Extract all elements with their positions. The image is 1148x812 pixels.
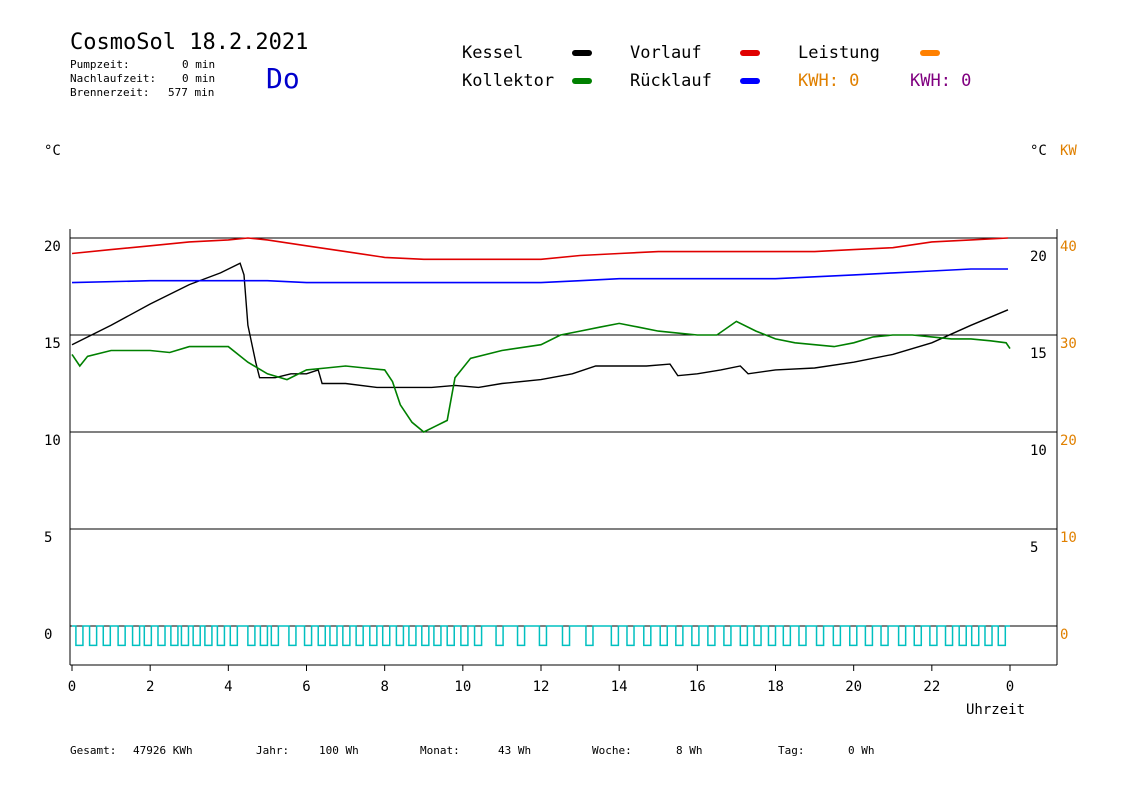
x-tick-6: 12 [533,679,550,695]
legend-vorlauf-label: Vorlauf [630,43,702,63]
y-tick-left-0: 0 [44,627,52,643]
y-tick-right-10: 10 [1030,443,1047,459]
y-tick-kw-30: 30 [1060,336,1077,352]
pump-activity-series [72,625,1010,647]
y-tick-right-5: 5 [1030,540,1038,556]
footer-monat-value: 43 Wh [498,744,532,757]
series-ruecklauf [71,268,1008,284]
y-tick-kw-40: 40 [1060,239,1077,255]
series-vorlauf [71,237,1009,261]
y-tick-right-15: 15 [1030,346,1047,362]
y-tick-kw-20: 20 [1060,433,1077,449]
stat-pumpzeit-label: Pumpzeit: [70,58,130,71]
footer-gesamt-value: 47926 KWh [133,744,193,757]
footer-gesamt-label: Gesamt: [70,744,117,757]
legend-kessel-swatch [572,50,592,56]
x-tick-7: 14 [611,679,628,695]
x-tick-11: 22 [923,679,940,695]
stat-nachlaufzeit-value: 0 min [182,72,216,85]
stat-nachlaufzeit-label: Nachlaufzeit: [70,72,157,85]
legend-leistung-swatch [920,50,940,56]
y-tick-left-15: 15 [44,336,61,352]
right-axis-unit-kw: KW [1060,143,1077,159]
x-tick-12: 0 [1006,679,1014,695]
y-tick-left-10: 10 [44,433,61,449]
x-tick-4: 8 [380,679,388,695]
chart-title: CosmoSol 18.2.2021 [70,30,309,55]
weekday-label: Do [266,62,300,95]
x-tick-1: 2 [146,679,154,695]
y-tick-kw-10: 10 [1060,530,1077,546]
legend-ruecklauf-swatch [740,78,760,84]
series-kollektor [71,320,1011,433]
legend-vorlauf-swatch [740,50,760,56]
x-tick-9: 18 [767,679,784,695]
x-tick-0: 0 [68,679,76,695]
left-axis-unit: °C [44,143,61,159]
right-axis-unit: °C [1030,143,1047,159]
x-axis-label: Uhrzeit [966,702,1026,718]
legend-kwh-purple: KWH: 0 [910,71,972,91]
legend-kollektor-swatch [572,78,592,84]
x-tick-10: 20 [845,679,862,695]
y-tick-kw-0: 0 [1060,627,1068,643]
legend-kwh-orange: KWH: 0 [798,71,860,91]
x-tick-5: 10 [454,679,471,695]
footer-jahr-label: Jahr: [256,744,290,757]
y-tick-left-20: 20 [44,239,61,255]
x-tick-3: 6 [302,679,310,695]
x-tick-2: 4 [224,679,232,695]
stat-brennerzeit-value: 577 min [168,86,215,99]
footer-tag-value: 0 Wh [848,744,875,757]
stat-pumpzeit-value: 0 min [182,58,216,71]
footer-monat-label: Monat: [420,744,460,757]
legend-leistung-label: Leistung [798,43,880,63]
y-tick-right-20: 20 [1030,249,1047,265]
footer-woche-label: Woche: [592,744,632,757]
legend-ruecklauf-label: Rücklauf [630,71,712,91]
legend-kollektor-label: Kollektor [462,71,555,91]
stat-brennerzeit-label: Brennerzeit: [70,86,150,99]
series-kessel [71,262,1009,389]
legend-kessel-label: Kessel [462,43,524,63]
footer-jahr-value: 100 Wh [319,744,359,757]
footer-woche-value: 8 Wh [676,744,703,757]
footer-tag-label: Tag: [778,744,805,757]
x-tick-8: 16 [689,679,706,695]
y-tick-left-5: 5 [44,530,52,546]
